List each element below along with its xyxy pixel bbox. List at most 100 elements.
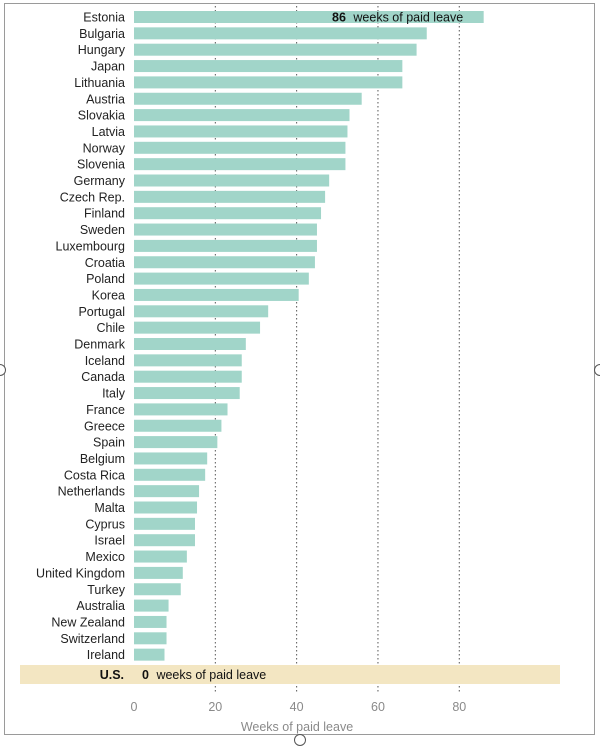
bar (134, 11, 484, 23)
bar (134, 485, 200, 498)
bar (134, 27, 427, 40)
country-label: Lithuania (74, 76, 125, 90)
country-label: Hungary (78, 43, 126, 57)
country-label: Israel (94, 534, 125, 548)
top-annotation-suffix: weeks of paid leave (352, 11, 463, 25)
bar (134, 338, 246, 350)
country-label: Mexico (85, 550, 125, 564)
bar (134, 632, 167, 645)
us-annotation-value: 0 (142, 668, 149, 682)
bar (134, 517, 195, 530)
country-label: Canada (81, 370, 125, 384)
bar (134, 534, 195, 547)
country-label: Italy (102, 387, 126, 401)
bar (134, 76, 403, 89)
bar (134, 43, 417, 56)
x-axis: Weeks of paid leave 0 20 40 60 80 (131, 700, 467, 734)
bar (134, 615, 167, 628)
bar (134, 141, 346, 154)
bar (134, 223, 317, 236)
bar (134, 403, 228, 416)
bar (134, 305, 269, 318)
country-label: Japan (91, 60, 125, 74)
country-label: Iceland (85, 354, 125, 368)
bar (134, 125, 348, 138)
us-label: U.S. (100, 668, 124, 682)
country-label: Netherlands (58, 485, 125, 499)
country-label: Portugal (78, 305, 125, 319)
bar (134, 92, 362, 105)
country-label: Slovakia (78, 109, 125, 123)
x-tick-label: 0 (131, 700, 138, 714)
country-label: Norway (83, 141, 126, 155)
us-highlight-row: U.S. 0 weeks of paid leave (20, 665, 560, 684)
country-label: Cyprus (85, 517, 125, 531)
country-label: Chile (97, 321, 126, 335)
bar (134, 109, 350, 122)
country-label: Belgium (80, 452, 125, 466)
country-label: Bulgaria (79, 27, 125, 41)
country-label: New Zealand (51, 615, 125, 629)
country-label: Turkey (87, 583, 125, 597)
bar (134, 387, 240, 400)
country-label: United Kingdom (36, 566, 125, 580)
country-label: Slovenia (77, 158, 125, 172)
bars (134, 11, 484, 661)
bar (134, 452, 208, 465)
country-label: Croatia (85, 256, 125, 270)
country-label: Sweden (80, 223, 125, 237)
us-annotation: 0 weeks of paid leave (142, 668, 266, 682)
bar (134, 256, 315, 269)
country-label: Australia (76, 599, 125, 613)
country-label: Czech Rep. (60, 190, 125, 204)
country-label: Spain (93, 436, 125, 450)
bar (134, 60, 403, 73)
country-label: Poland (86, 272, 125, 286)
country-label: Ireland (87, 648, 125, 662)
x-tick-label: 40 (290, 700, 304, 714)
bar (134, 599, 169, 612)
country-label: France (86, 403, 125, 417)
country-label: Costa Rica (64, 468, 125, 482)
country-label: Greece (84, 419, 125, 433)
country-label: Denmark (74, 338, 125, 352)
x-axis-title: Weeks of paid leave (241, 720, 353, 734)
us-annotation-suffix: weeks of paid leave (155, 668, 266, 682)
bar (134, 468, 206, 481)
country-label: Luxembourg (56, 239, 126, 253)
bar (134, 419, 222, 432)
bar (134, 190, 326, 203)
bar (134, 566, 183, 579)
bar (134, 207, 322, 220)
grid-lines (214, 6, 460, 692)
us-highlight-band (20, 665, 560, 684)
bar (134, 648, 165, 661)
bar (134, 272, 309, 285)
bar (134, 370, 242, 383)
top-bar-annotation: 86 weeks of paid leave (332, 11, 463, 25)
x-tick-label: 20 (208, 700, 222, 714)
bar (134, 174, 330, 187)
resize-handle-right[interactable] (594, 364, 600, 376)
bar (134, 239, 317, 252)
annotations: 86 weeks of paid leave (332, 11, 463, 25)
x-tick-label: 60 (371, 700, 385, 714)
x-tick-label: 80 (452, 700, 466, 714)
country-label: Estonia (83, 11, 125, 25)
bar (134, 158, 346, 171)
country-label: Austria (86, 92, 125, 106)
bar (134, 583, 181, 596)
bar (134, 501, 198, 514)
country-label: Finland (84, 207, 125, 221)
country-label: Switzerland (60, 632, 125, 646)
country-label: Korea (92, 288, 125, 302)
bar (134, 321, 261, 334)
country-label: Malta (94, 501, 125, 515)
bar (134, 550, 187, 563)
bar (134, 288, 299, 301)
top-annotation-value: 86 (332, 11, 346, 25)
country-label: Germany (74, 174, 126, 188)
country-labels: Estonia Bulgaria Hungary Japan Lithuania Aust… (36, 11, 126, 663)
bar (134, 354, 242, 367)
